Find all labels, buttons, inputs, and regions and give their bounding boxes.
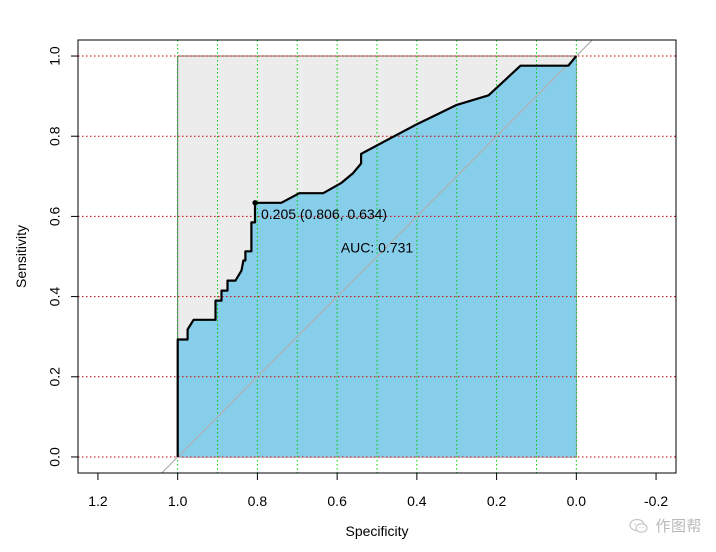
auc-label: AUC: 0.731	[341, 240, 414, 256]
axes-group: 1.2 1.0 0.8 0.6 0.4 0.2 0.0 -0.2 0.0 0.2 0.4 0.6 0.8…	[47, 46, 669, 509]
diagonal-group	[160, 40, 594, 473]
best-threshold-label: 0.205 (0.806, 0.634)	[261, 206, 387, 222]
x-tick-label: 0.2	[487, 493, 507, 509]
y-tick-label: 0.2	[47, 367, 63, 387]
wechat-icon	[629, 518, 649, 533]
x-tick-label: 0.8	[248, 493, 268, 509]
y-axis-title: Sensitivity	[13, 225, 29, 288]
roc-curve-group	[176, 55, 578, 457]
y-tick-label: 0.0	[47, 447, 63, 467]
y-tick-label: 0.8	[47, 126, 63, 146]
annotation-group: 0.205 (0.806, 0.634) AUC: 0.731 Specific…	[13, 206, 413, 539]
x-tick-label: 1.0	[168, 493, 188, 509]
x-tick-label: 0.4	[407, 493, 427, 509]
roc-curve	[176, 55, 578, 457]
y-tick-label: 1.0	[47, 46, 63, 66]
y-tick-label: 0.6	[47, 206, 63, 226]
grid-group	[78, 40, 676, 473]
x-tick-label: 1.2	[88, 493, 108, 509]
x-tick-label: 0.0	[567, 493, 587, 509]
x-tick-label: -0.2	[644, 493, 668, 509]
watermark: 作图帮	[629, 515, 702, 536]
plot-frame	[77, 39, 677, 474]
x-axis-title: Specificity	[345, 523, 408, 539]
watermark-text: 作图帮	[655, 517, 702, 535]
plot-frame-group	[77, 39, 677, 474]
x-tick-label: 0.6	[327, 493, 347, 509]
diagonal-reference-line	[160, 40, 594, 473]
best-threshold-point	[252, 200, 258, 206]
y-tick-label: 0.4	[47, 287, 63, 307]
